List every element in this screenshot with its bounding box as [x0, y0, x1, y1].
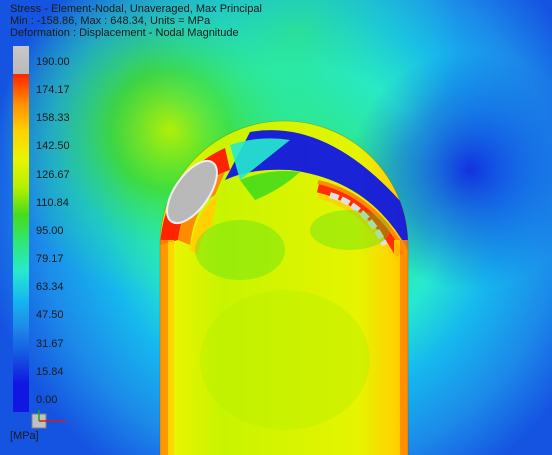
legend-units: [MPa]	[10, 430, 39, 442]
contact-overflow-region	[166, 159, 218, 225]
result-title: Stress - Element-Nodal, Unaveraged, Max …	[10, 3, 262, 15]
coordinate-triad-icon[interactable]	[30, 410, 70, 432]
result-range: Min : -158.86, Max : 648.34, Units = MPa	[10, 15, 211, 27]
deformation-label: Deformation : Displacement - Nodal Magni…	[10, 27, 239, 39]
